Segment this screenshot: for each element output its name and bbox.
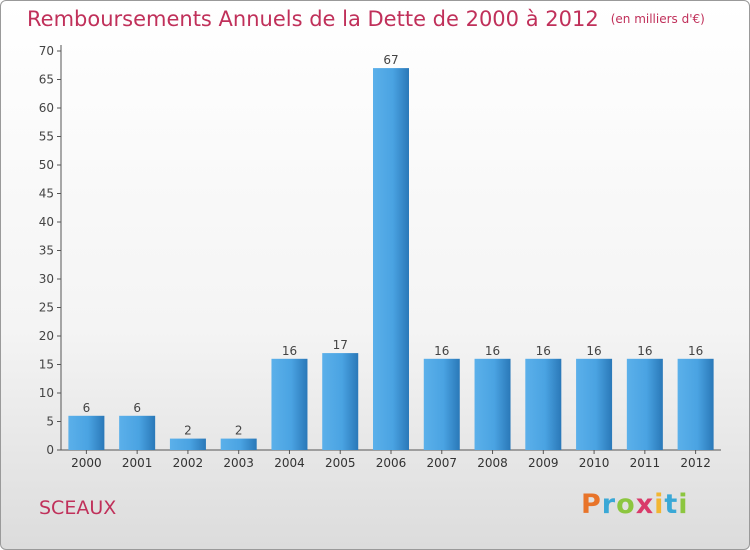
bar-2012 (677, 358, 714, 450)
y-tick-label: 25 (39, 301, 54, 315)
y-tick-label: 50 (39, 158, 54, 172)
data-label: 67 (383, 53, 398, 67)
y-tick-label: 45 (39, 187, 54, 201)
logo-letter: o (616, 489, 636, 520)
y-tick-label: 10 (39, 386, 54, 400)
chart-unit: (en milliers d'€) (610, 12, 705, 26)
labels: 2000 6 2001 6 2002 2 2003 2 2004 16 2005 17 2006 67 20… (71, 53, 711, 470)
data-label: 6 (83, 401, 91, 415)
x-tick-label: 2006 (376, 456, 407, 470)
data-label: 16 (485, 344, 500, 358)
y-tick-label: 20 (39, 329, 54, 343)
bar-2011 (626, 358, 663, 450)
bar-2004 (271, 358, 308, 450)
y-tick-label: 30 (39, 272, 54, 286)
data-label: 2 (184, 424, 192, 438)
bars (68, 68, 714, 450)
bar-2002 (169, 438, 206, 450)
chart-title-text: Remboursements Annuels de la Dette de 20… (27, 7, 599, 31)
bar-2008 (474, 358, 511, 450)
y-tick-label: 15 (39, 358, 54, 372)
data-label: 16 (637, 344, 652, 358)
logo-letter: t (664, 489, 679, 520)
y-tick-label: 70 (39, 44, 54, 58)
axes: 0 5 10 15 20 25 30 35 40 45 50 55 60 65 70 (39, 44, 721, 457)
x-tick-label: 2010 (579, 456, 610, 470)
y-tick-label: 0 (46, 443, 54, 457)
x-tick-label: 2005 (325, 456, 356, 470)
logo-letter: P (581, 489, 602, 520)
bar-2010 (576, 358, 613, 450)
bar-2007 (423, 358, 460, 450)
bar-2000 (68, 415, 105, 450)
x-tick-label: 2012 (680, 456, 711, 470)
y-tick-label: 40 (39, 215, 54, 229)
x-tick-label: 2011 (630, 456, 661, 470)
data-label: 16 (586, 344, 601, 358)
y-tick-label: 55 (39, 130, 54, 144)
x-tick-label: 2007 (426, 456, 457, 470)
bar-2003 (220, 438, 257, 450)
y-tick-label: 35 (39, 244, 54, 258)
data-label: 16 (536, 344, 551, 358)
data-label: 6 (133, 401, 141, 415)
logo-letter: x (635, 489, 655, 520)
bar-2009 (525, 358, 562, 450)
x-tick-label: 2004 (274, 456, 305, 470)
commune-name: SCEAUX (39, 497, 117, 519)
logo-letter: i (654, 489, 665, 520)
y-tick-label: 60 (39, 101, 54, 115)
chart-title: Remboursements Annuels de la Dette de 20… (27, 7, 705, 31)
data-label: 16 (688, 344, 703, 358)
data-label: 2 (235, 424, 243, 438)
bar-2006 (373, 68, 409, 450)
x-tick-label: 2009 (528, 456, 559, 470)
bar-2005 (322, 353, 359, 450)
x-tick-label: 2008 (477, 456, 508, 470)
x-tick-label: 2002 (173, 456, 204, 470)
proxiti-logo: Proxiti (581, 489, 689, 520)
logo-letter: r (601, 489, 617, 520)
x-tick-label: 2003 (223, 456, 254, 470)
bar-2001 (119, 415, 156, 450)
data-label: 17 (333, 338, 348, 352)
y-tick-label: 5 (46, 415, 54, 429)
logo-letter: i (678, 489, 689, 520)
data-label: 16 (282, 344, 297, 358)
x-tick-label: 2001 (122, 456, 153, 470)
y-tick-label: 65 (39, 73, 54, 87)
x-tick-label: 2000 (71, 456, 102, 470)
data-label: 16 (434, 344, 449, 358)
